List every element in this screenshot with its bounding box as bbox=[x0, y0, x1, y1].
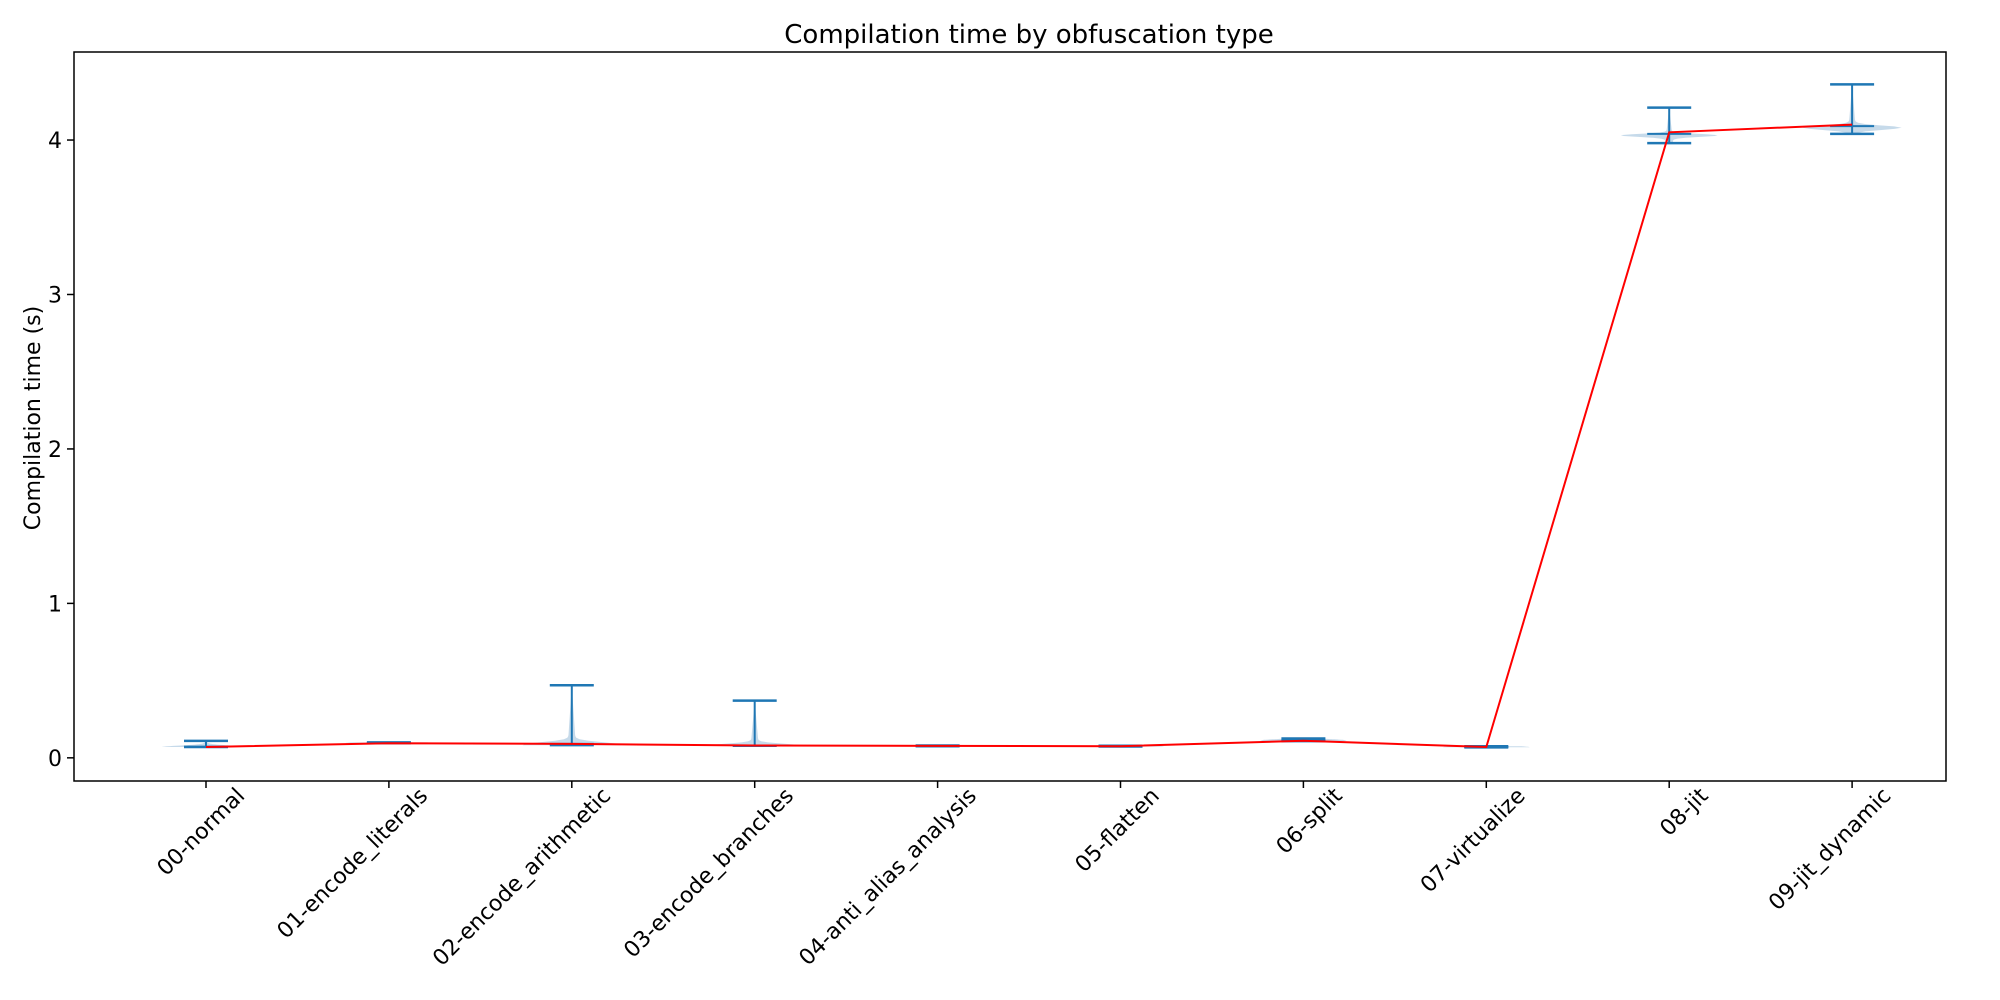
series-line bbox=[205, 123, 1853, 749]
y-tick-label: 0 bbox=[48, 747, 62, 772]
y-tick-label: 3 bbox=[48, 283, 62, 308]
y-axis-title: Compilation time (s) bbox=[21, 306, 46, 530]
plot-frame bbox=[73, 51, 1947, 782]
series-line-layer bbox=[205, 123, 1853, 749]
y-axis: 0 1 2 3 4 bbox=[48, 129, 74, 772]
y-tick-label: 4 bbox=[48, 129, 62, 154]
chart-title: Compilation time by obfuscation type bbox=[784, 20, 1273, 50]
y-tick-label: 1 bbox=[48, 592, 62, 617]
y-tick-label: 2 bbox=[48, 438, 62, 463]
